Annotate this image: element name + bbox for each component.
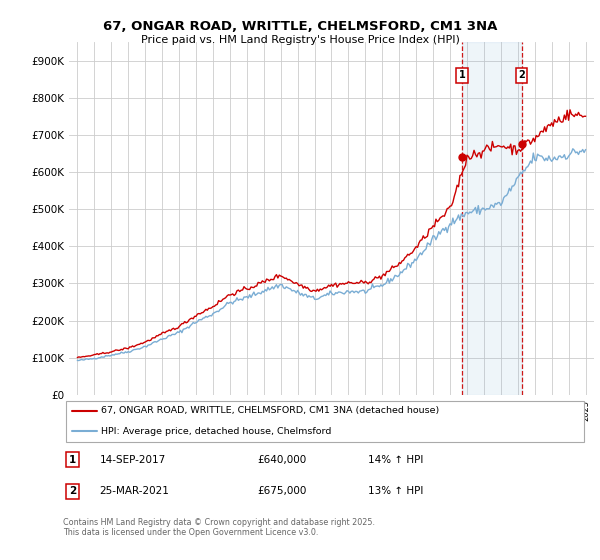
Text: 2: 2	[518, 71, 525, 81]
Text: £640,000: £640,000	[257, 455, 307, 465]
Text: 13% ↑ HPI: 13% ↑ HPI	[367, 486, 423, 496]
Text: Contains HM Land Registry data © Crown copyright and database right 2025.
This d: Contains HM Land Registry data © Crown c…	[63, 518, 375, 538]
Text: £675,000: £675,000	[257, 486, 307, 496]
Text: 2: 2	[69, 486, 76, 496]
Text: Price paid vs. HM Land Registry's House Price Index (HPI): Price paid vs. HM Land Registry's House …	[140, 35, 460, 45]
Text: 14% ↑ HPI: 14% ↑ HPI	[367, 455, 423, 465]
Text: 25-MAR-2021: 25-MAR-2021	[100, 486, 170, 496]
Text: 67, ONGAR ROAD, WRITTLE, CHELMSFORD, CM1 3NA (detached house): 67, ONGAR ROAD, WRITTLE, CHELMSFORD, CM1…	[101, 407, 439, 416]
Text: 1: 1	[69, 455, 76, 465]
FancyBboxPatch shape	[65, 400, 584, 442]
Bar	[462, 42, 521, 395]
Text: 67, ONGAR ROAD, WRITTLE, CHELMSFORD, CM1 3NA: 67, ONGAR ROAD, WRITTLE, CHELMSFORD, CM1…	[103, 20, 497, 32]
Text: HPI: Average price, detached house, Chelmsford: HPI: Average price, detached house, Chel…	[101, 427, 331, 436]
Text: 14-SEP-2017: 14-SEP-2017	[100, 455, 166, 465]
Text: 1: 1	[458, 71, 466, 81]
